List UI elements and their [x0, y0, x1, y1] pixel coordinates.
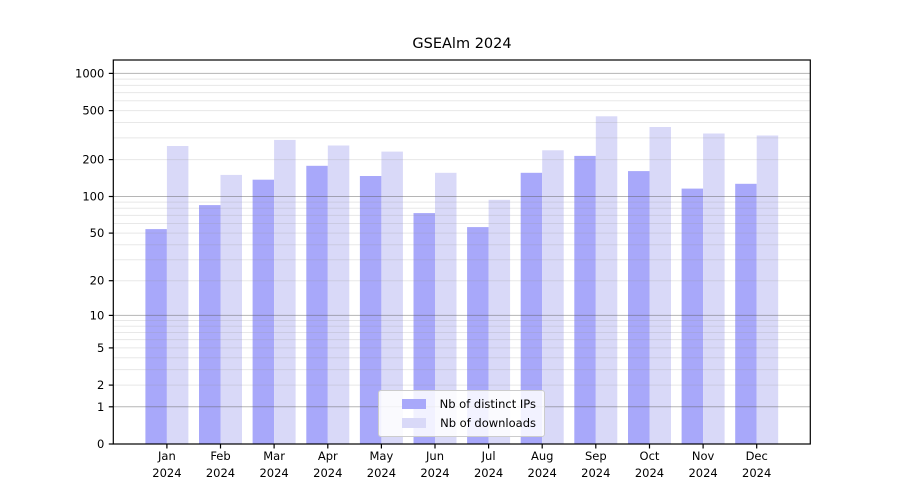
bar-ips-aug — [520, 172, 543, 445]
bar-ips-apr — [306, 165, 328, 445]
y-tick-label: 100 — [82, 190, 104, 204]
x-tick-label-year: 2024 — [420, 466, 449, 480]
legend: Nb of distinct IPs Nb of downloads — [378, 390, 545, 437]
bar-ips-mar — [252, 179, 275, 444]
bar-downloads-nov — [703, 133, 725, 444]
x-tick-label-month: May — [370, 449, 394, 463]
bar-downloads-sep — [595, 116, 618, 445]
y-tick-label: 2 — [97, 378, 104, 392]
y-tick-label: 1 — [97, 400, 104, 414]
legend-swatch-downloads — [402, 418, 427, 428]
x-tick-label-month: Apr — [318, 449, 338, 463]
y-tick-label: 20 — [90, 274, 105, 288]
y-tick-label: 200 — [82, 153, 104, 167]
x-tick-label-year: 2024 — [688, 466, 717, 480]
x-tick-label-year: 2024 — [742, 466, 771, 480]
bar-downloads-jul — [488, 199, 511, 444]
bar-ips-sep — [574, 155, 596, 444]
bar-ips-feb — [199, 205, 221, 444]
bar-downloads-aug — [542, 150, 564, 445]
chart-title: GSEAlm 2024 — [412, 36, 512, 52]
x-tick-label-year: 2024 — [581, 466, 610, 480]
legend-item-distinct-ips: Nb of distinct IPs — [386, 397, 536, 411]
x-tick-label-month: Aug — [531, 449, 553, 463]
bar-downloads-may — [381, 151, 403, 444]
x-tick-label-year: 2024 — [635, 466, 664, 480]
x-tick-label-month: Feb — [210, 449, 230, 463]
x-tick-label-year: 2024 — [313, 466, 342, 480]
bar-downloads-oct — [649, 127, 671, 444]
x-tick-label-month: Oct — [640, 449, 660, 463]
x-tick-label-year: 2024 — [152, 466, 181, 480]
legend-label-distinct-ips: Nb of distinct IPs — [439, 397, 536, 411]
x-tick-label-year: 2024 — [474, 466, 503, 480]
x-tick-label-year: 2024 — [367, 466, 396, 480]
y-tick-label: 0 — [97, 437, 104, 451]
bar-ips-may — [359, 176, 382, 444]
y-tick-label: 5 — [97, 341, 104, 355]
bar-ips-oct — [628, 171, 650, 444]
y-tick-label: 500 — [82, 104, 104, 118]
bar-downloads-jun — [435, 172, 457, 445]
x-tick-label-month: Mar — [263, 449, 285, 463]
y-tick-label: 1000 — [75, 66, 104, 80]
bar-downloads-apr — [327, 145, 350, 444]
bar-downloads-mar — [274, 139, 296, 444]
y-tick-label: 50 — [90, 226, 105, 240]
legend-label-downloads: Nb of downloads — [440, 416, 536, 430]
bar-ips-dec — [735, 183, 757, 445]
x-tick-label-month: Jan — [157, 449, 176, 463]
bar-downloads-jan — [166, 146, 189, 444]
x-tick-label-month: Dec — [746, 449, 768, 463]
legend-swatch-distinct-ips — [401, 399, 426, 409]
bar-ips-jul — [467, 227, 489, 444]
bar-downloads-dec — [756, 135, 779, 444]
x-tick-label-month: Sep — [585, 449, 607, 463]
x-tick-label-month: Nov — [692, 449, 715, 463]
x-tick-label-year: 2024 — [206, 466, 235, 480]
x-tick-label-month: Jun — [425, 449, 444, 463]
x-tick-label-month: Jul — [481, 449, 496, 463]
x-tick-label-year: 2024 — [259, 466, 288, 480]
bar-ips-jun — [413, 213, 435, 444]
legend-item-downloads: Nb of downloads — [386, 416, 536, 430]
x-tick-label-year: 2024 — [528, 466, 557, 480]
bar-downloads-feb — [220, 174, 242, 444]
plot-border — [112, 59, 811, 445]
bar-ips-jan — [145, 229, 167, 444]
bar-ips-nov — [681, 188, 704, 444]
y-tick-label: 10 — [90, 308, 105, 322]
